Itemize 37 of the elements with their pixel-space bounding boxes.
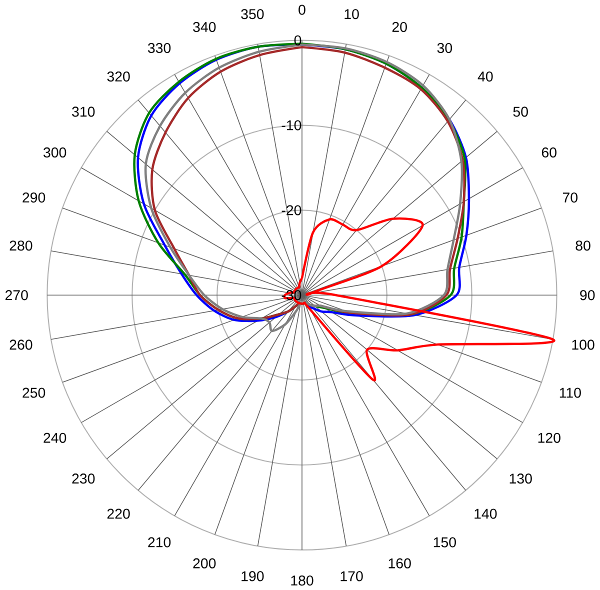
y-tick-label: 0 [294, 35, 302, 46]
spoke-label: 80 [576, 240, 590, 250]
spoke-label: 310 [72, 106, 95, 117]
y-tick-label: -10 [282, 120, 302, 130]
spoke-label: 50 [513, 106, 528, 117]
spoke-label: 250 [22, 388, 46, 398]
spoke-label: 20 [392, 22, 407, 32]
spoke-label: 260 [10, 340, 32, 350]
spoke-label: 170 [340, 571, 363, 582]
spoke-label: 350 [241, 8, 264, 20]
spoke-label: 40 [478, 71, 493, 82]
spoke-label: 280 [10, 240, 32, 250]
spoke-label: 180 [291, 575, 314, 586]
spoke-label: 30 [437, 42, 452, 53]
spoke-label: 300 [44, 147, 66, 158]
spoke-label: 150 [434, 537, 456, 548]
spoke-label: 110 [560, 388, 581, 398]
spoke-label: 290 [22, 192, 46, 202]
spoke-label: 70 [562, 192, 578, 202]
spoke-label: 340 [193, 22, 216, 32]
spoke-label: 210 [148, 537, 171, 548]
spoke-label: 320 [107, 71, 130, 82]
spoke-label: 200 [193, 558, 216, 568]
spoke-label: 230 [72, 473, 95, 484]
spoke-label: 10 [344, 8, 359, 20]
spoke-label: 190 [242, 571, 264, 582]
spoke-label: 140 [474, 508, 497, 519]
spoke-label: 270 [5, 290, 28, 300]
spoke-label: 160 [388, 558, 411, 568]
spoke-label: 60 [542, 147, 556, 158]
spoke-label: 90 [580, 290, 595, 300]
spoke-label: 130 [510, 473, 532, 484]
spoke-label: 240 [44, 432, 66, 443]
spoke-label: 220 [107, 508, 130, 519]
spoke-label: 330 [148, 42, 171, 53]
spoke-label: 100 [572, 340, 594, 350]
spoke-label: 120 [538, 432, 560, 443]
